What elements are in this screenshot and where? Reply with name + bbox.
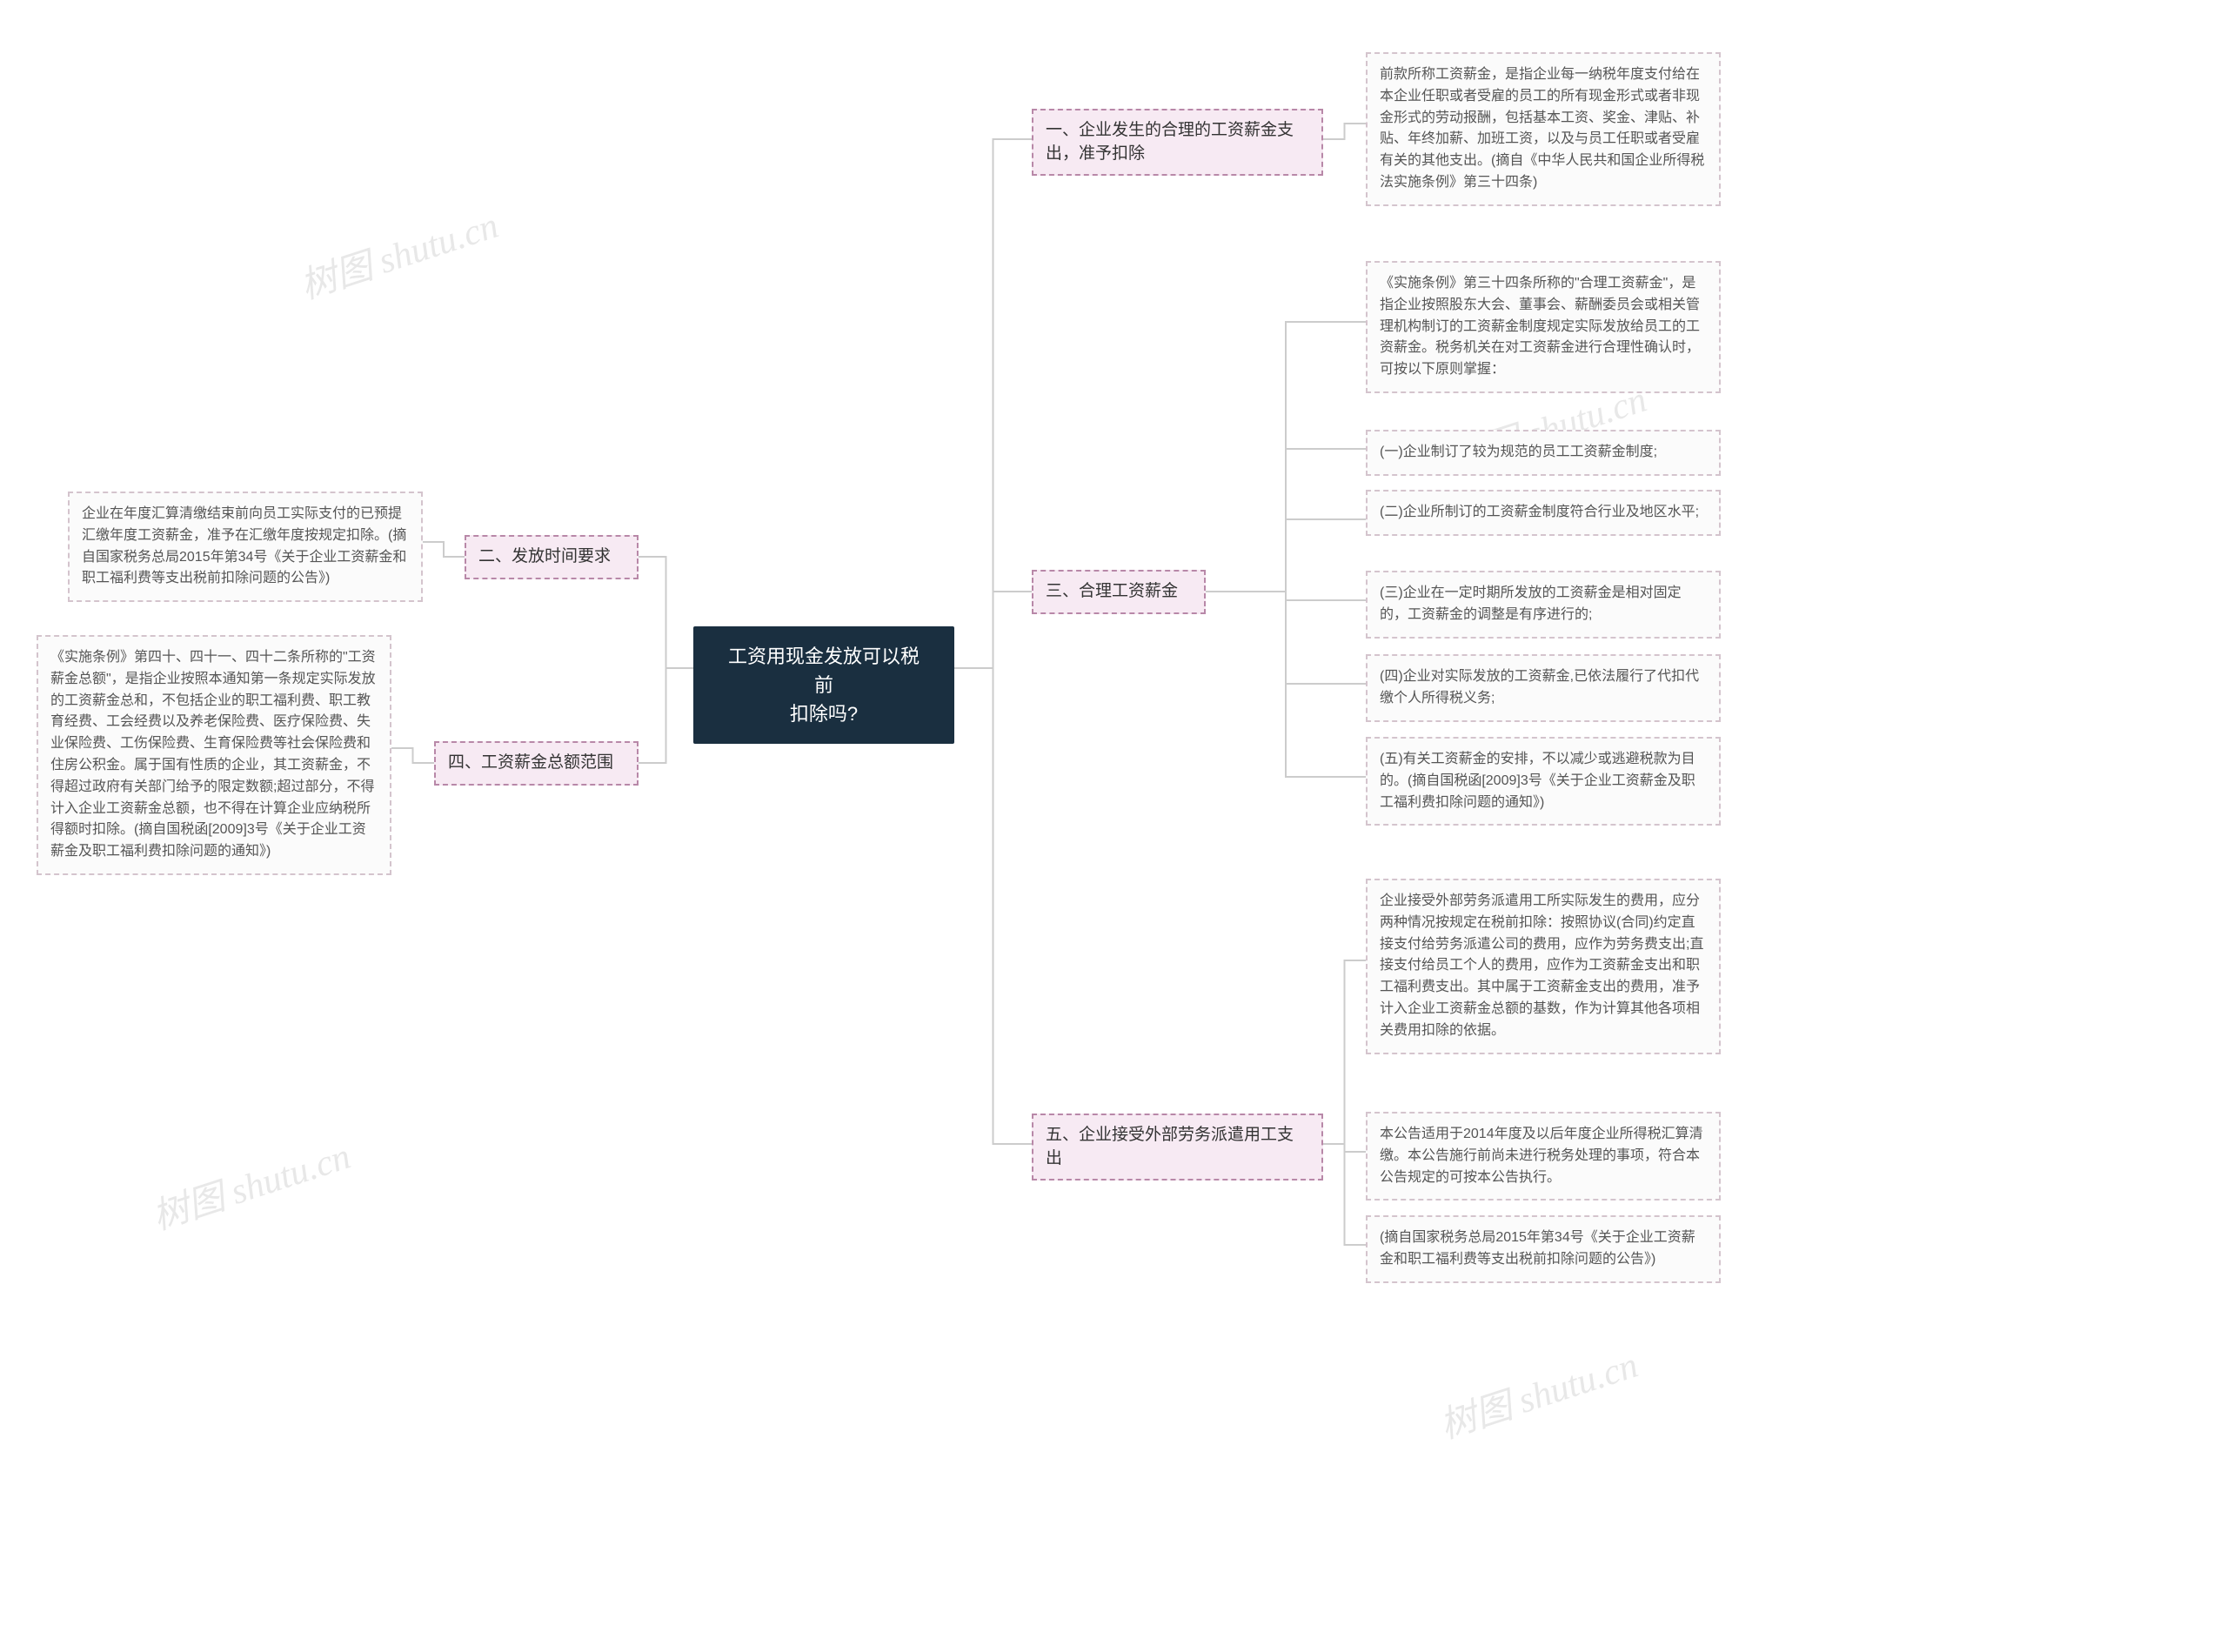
- connector: [639, 668, 693, 763]
- detail-b2-0: 企业在年度汇算清缴结束前向员工实际支付的已预提汇缴年度工资薪金，准予在汇缴年度按…: [68, 492, 423, 602]
- connector: [1206, 519, 1366, 592]
- center-line-2: 扣除吗?: [719, 699, 928, 728]
- detail-b5-1: 本公告适用于2014年度及以后年度企业所得税汇算清缴。本公告施行前尚未进行税务处…: [1366, 1112, 1721, 1201]
- detail-b3-1: (一)企业制订了较为规范的员工工资薪金制度;: [1366, 430, 1721, 476]
- detail-b4-0: 《实施条例》第四十、四十一、四十二条所称的"工资薪金总额"，是指企业按照本通知第…: [37, 635, 391, 875]
- connector: [423, 542, 465, 557]
- detail-b5-2: (摘自国家税务总局2015年第34号《关于企业工资薪金和职工福利费等支出税前扣除…: [1366, 1215, 1721, 1283]
- branch-b1: 一、企业发生的合理的工资薪金支出，准予扣除: [1032, 109, 1323, 176]
- connector: [954, 139, 1032, 668]
- watermark: 树图 shutu.cn: [292, 196, 504, 310]
- detail-b3-2: (二)企业所制订的工资薪金制度符合行业及地区水平;: [1366, 490, 1721, 536]
- connector: [954, 668, 1032, 1144]
- detail-b3-5: (五)有关工资薪金的安排，不以减少或逃避税款为目的。(摘自国税函[2009]3号…: [1366, 737, 1721, 826]
- connector: [1206, 592, 1366, 600]
- detail-b3-0: 《实施条例》第三十四条所称的"合理工资薪金"，是指企业按照股东大会、董事会、薪酬…: [1366, 261, 1721, 393]
- branch-b5: 五、企业接受外部劳务派遣用工支出: [1032, 1114, 1323, 1180]
- watermark: 树图 shutu.cn: [144, 1127, 356, 1241]
- connector: [1206, 592, 1366, 684]
- connector: [1323, 1144, 1366, 1152]
- connector: [1206, 592, 1366, 777]
- connector: [954, 592, 1032, 668]
- branch-b2: 二、发放时间要求: [465, 535, 639, 579]
- branch-b4: 四、工资薪金总额范围: [434, 741, 639, 786]
- center-line-1: 工资用现金发放可以税前: [719, 642, 928, 699]
- center-node: 工资用现金发放可以税前扣除吗?: [693, 626, 954, 744]
- connector: [391, 748, 434, 763]
- connector: [1206, 449, 1366, 592]
- connector: [639, 557, 693, 668]
- connector: [1323, 960, 1366, 1144]
- branch-b3: 三、合理工资薪金: [1032, 570, 1206, 614]
- detail-b3-4: (四)企业对实际发放的工资薪金,已依法履行了代扣代缴个人所得税义务;: [1366, 654, 1721, 722]
- detail-b1-0: 前款所称工资薪金，是指企业每一纳税年度支付给在本企业任职或者受雇的员工的所有现金…: [1366, 52, 1721, 206]
- watermark: 树图 shutu.cn: [1432, 1335, 1643, 1449]
- detail-b5-0: 企业接受外部劳务派遣用工所实际发生的费用，应分两种情况按规定在税前扣除：按照协议…: [1366, 879, 1721, 1054]
- connector: [1323, 124, 1366, 139]
- connector: [1323, 1144, 1366, 1245]
- detail-b3-3: (三)企业在一定时期所发放的工资薪金是相对固定的，工资薪金的调整是有序进行的;: [1366, 571, 1721, 639]
- connector: [1206, 322, 1366, 592]
